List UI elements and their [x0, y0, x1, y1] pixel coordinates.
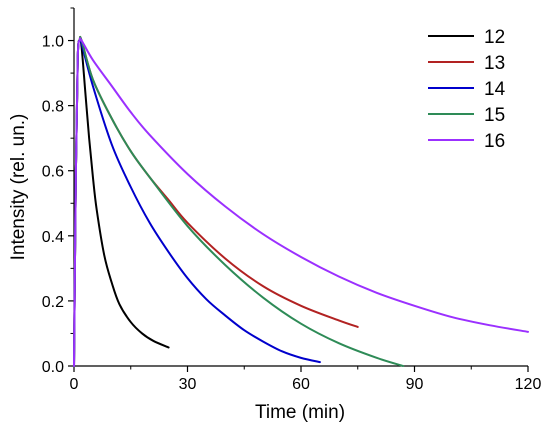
x-axis-ticks: 0 30 60 90 120	[70, 366, 542, 393]
y-tick-label: 0.8	[42, 99, 64, 116]
legend-label-13: 13	[484, 53, 505, 74]
legend-label-14: 14	[484, 79, 506, 100]
x-tick-label: 60	[292, 376, 310, 393]
x-tick-label: 120	[515, 376, 542, 393]
x-tick-label: 30	[179, 376, 197, 393]
legend: 12 13 14 15 16	[428, 27, 506, 152]
legend-label-16: 16	[484, 131, 505, 152]
legend-label-15: 15	[484, 105, 505, 126]
x-tick-label: 0	[70, 376, 79, 393]
series-lines	[73, 35, 529, 367]
x-axis-label: Time (min)	[255, 402, 345, 423]
y-tick-label: 0.2	[42, 294, 64, 311]
legend-label-12: 12	[484, 27, 505, 48]
series-line-15	[73, 35, 405, 367]
y-tick-label: 1.0	[42, 34, 64, 51]
series-line-14	[73, 37, 321, 367]
series-line-13	[73, 35, 359, 367]
series-line-16	[73, 37, 529, 367]
x-tick-label: 90	[406, 376, 424, 393]
y-tick-label: 0.4	[42, 229, 64, 246]
y-axis-label: Intensity (rel. un.)	[8, 114, 29, 261]
y-tick-label: 0.6	[42, 164, 64, 181]
series-line-12	[73, 38, 170, 367]
y-axis-ticks: 0.0 0.2 0.4 0.6 0.8 1.0	[42, 7, 74, 376]
y-tick-label: 0.0	[42, 359, 64, 376]
